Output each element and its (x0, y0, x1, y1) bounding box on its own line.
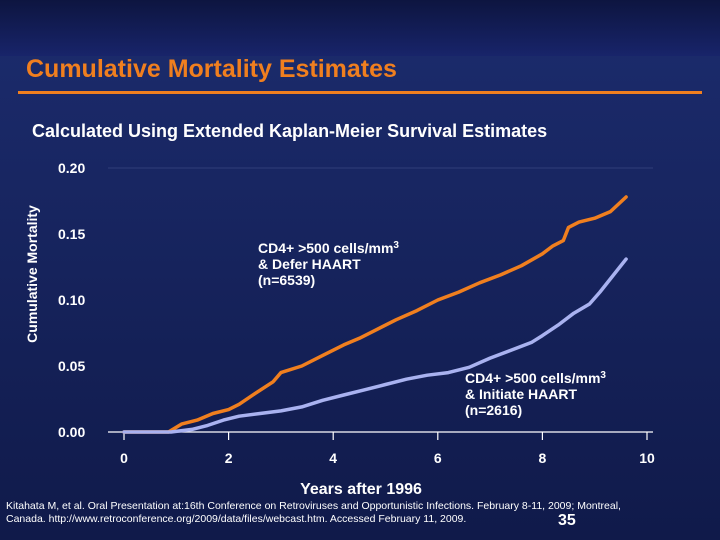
y-tick-label-4: 0.20 (58, 160, 85, 176)
series-label-initiate-line-1: CD4+ >500 cells/mm3 (465, 370, 606, 386)
x-tick-label-0: 0 (120, 450, 128, 466)
series-label-initiate-superscript: 3 (600, 370, 606, 381)
series-line-initiate (122, 257, 628, 434)
x-axis-title: Years after 1996 (300, 481, 422, 498)
series-label-defer-superscript: 3 (393, 240, 399, 251)
x-tick-label-10: 10 (639, 450, 655, 466)
x-tick-label-8: 8 (539, 450, 547, 466)
x-tick-label-4: 4 (329, 450, 337, 466)
series-label-defer-line-2: & Defer HAART (258, 256, 361, 272)
header-bar (0, 0, 720, 56)
series-label-initiate-line-3: (n=2616) (465, 402, 522, 418)
page-title: Cumulative Mortality Estimates (26, 55, 397, 83)
title-underline (18, 91, 702, 94)
series-label-defer-line-3: (n=6539) (258, 272, 315, 288)
page-number: 35 (558, 512, 576, 529)
chart-subtitle: Calculated Using Extended Kaplan-Meier S… (32, 121, 548, 141)
y-axis-title: Cumulative Mortality (24, 205, 40, 343)
y-tick-label-3: 0.15 (58, 226, 85, 242)
y-tick-label-0: 0.00 (58, 424, 85, 440)
y-tick-label-2: 0.10 (58, 292, 85, 308)
series-label-initiate-line-2: & Initiate HAART (465, 386, 577, 402)
series-line-defer (122, 195, 628, 434)
x-tick-label-6: 6 (434, 450, 442, 466)
y-tick-label-1: 0.05 (58, 358, 85, 374)
citation: Kitahata M, et al. Oral Presentation at:… (6, 500, 621, 525)
series-label-defer-line-1: CD4+ >500 cells/mm3 (258, 240, 399, 256)
x-tick-label-2: 2 (225, 450, 233, 466)
